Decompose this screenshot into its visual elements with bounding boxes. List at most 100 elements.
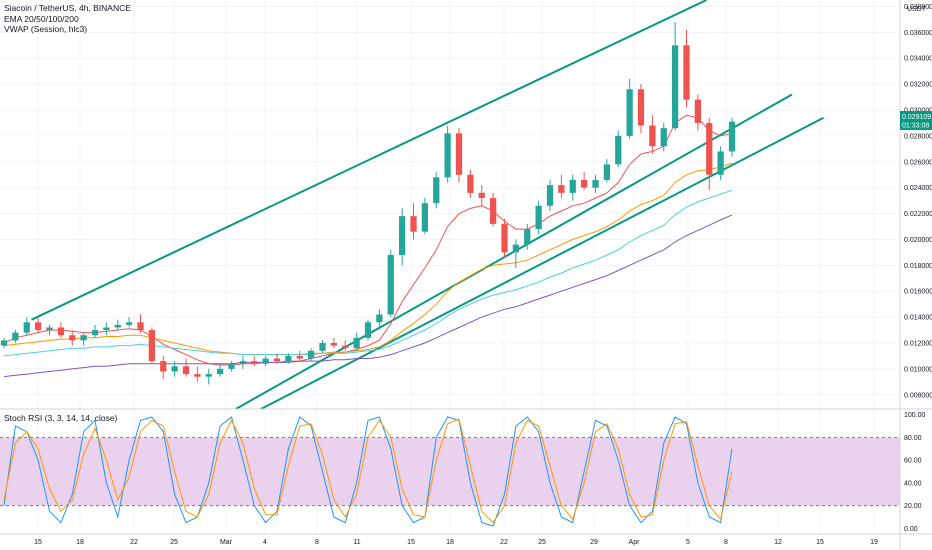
time-tick-label: 22 xyxy=(500,539,508,546)
stoch-lines xyxy=(3,416,733,527)
time-tick-label: 12 xyxy=(774,539,782,546)
stoch-axis[interactable]: 0.00 20.00 40.00 60.00 80.00 100.00 xyxy=(904,412,926,533)
candle-body xyxy=(251,361,258,364)
candle-body xyxy=(262,358,269,364)
price-tick-label: 0.034000 xyxy=(904,56,932,63)
candle-body xyxy=(387,254,394,315)
time-tick-label: 18 xyxy=(446,539,454,546)
stoch-tick-label: 20.00 xyxy=(904,503,922,510)
candle-body xyxy=(615,135,622,165)
candle-body xyxy=(603,164,611,180)
time-tick-label: 25 xyxy=(170,539,178,546)
candle-body xyxy=(80,335,87,341)
time-tick-label: 8 xyxy=(315,539,319,546)
legend-vwap[interactable]: VWAP (Session, hlc3) xyxy=(4,24,88,34)
candle-body xyxy=(353,337,360,349)
time-tick-label: 19 xyxy=(870,539,878,546)
time-tick-label: Mar xyxy=(220,539,233,546)
time-tick-label: 15 xyxy=(816,539,824,546)
candle-body xyxy=(285,355,292,362)
candle-body xyxy=(649,125,656,147)
stoch-tick-label: 40.00 xyxy=(904,480,922,487)
stoch-series-line xyxy=(3,418,733,524)
candle-body xyxy=(307,350,315,359)
candle-body xyxy=(728,121,736,152)
channel-line[interactable] xyxy=(31,0,707,321)
last-price-badge-bg xyxy=(900,111,932,130)
stoch-tick-label: 100.00 xyxy=(904,412,926,419)
time-tick-label: Apr xyxy=(629,539,641,546)
price-tick-label: 0.026000 xyxy=(904,159,932,166)
stoch-band xyxy=(0,436,900,507)
ema-series-line xyxy=(3,189,733,357)
stoch-tick-label: 60.00 xyxy=(904,458,922,465)
candle-body xyxy=(626,89,633,136)
candle-body xyxy=(23,322,30,333)
candle-body xyxy=(398,216,406,255)
candle-body xyxy=(342,345,349,349)
stoch-legend: Stoch RSI (3, 3, 14, 14, close) xyxy=(4,413,117,424)
candle-body xyxy=(455,133,463,175)
ema-series-line xyxy=(3,214,733,378)
channel-line[interactable] xyxy=(260,116,824,410)
candle-body xyxy=(137,322,144,331)
time-tick-label: 18 xyxy=(76,539,84,546)
candle-body xyxy=(683,45,690,100)
ema-series-line xyxy=(3,162,733,356)
candle-body xyxy=(546,185,554,206)
price-tick-label: 0.020000 xyxy=(904,237,932,244)
candles xyxy=(0,22,736,385)
price-tick-label: 0.016000 xyxy=(904,289,932,296)
candle-body xyxy=(125,322,133,325)
candle-body xyxy=(160,361,167,372)
candle-body xyxy=(512,244,520,253)
price-tick-label: 0.028000 xyxy=(904,133,932,140)
candle-body xyxy=(205,374,212,377)
time-tick-label: 25 xyxy=(538,539,546,546)
candle-body xyxy=(660,128,667,147)
candle-body xyxy=(148,330,156,362)
time-tick-label: 22 xyxy=(130,539,138,546)
candle-body xyxy=(319,342,326,351)
candle-body xyxy=(69,335,76,341)
legend-stoch[interactable]: Stoch RSI (3, 3, 14, 14, close) xyxy=(4,413,118,423)
stoch-series-line xyxy=(3,416,733,527)
candle-body xyxy=(592,179,599,188)
stoch-tick-label: 0.00 xyxy=(904,526,918,533)
candle-body xyxy=(0,340,8,346)
candle-body xyxy=(433,177,440,204)
last-price-badge: 0.029109 01:33:08 xyxy=(900,111,932,130)
price-tick-label: 0.018000 xyxy=(904,263,932,270)
candle-body xyxy=(524,229,531,245)
candle-body xyxy=(182,366,190,375)
price-tick-label: 0.024000 xyxy=(904,185,932,192)
candle-body xyxy=(216,368,224,375)
candle-body xyxy=(239,361,247,364)
legend-ema[interactable]: EMA 20/50/100/200 xyxy=(4,13,79,24)
ema-lines xyxy=(3,114,733,378)
time-tick-label: 29 xyxy=(590,539,598,546)
candle-body xyxy=(489,198,497,224)
candle-body xyxy=(273,358,281,362)
time-axis[interactable]: 15 18 22 25 Mar 4 8 11 15 18 22 25 29 Apr 5 8 12 15 19 xyxy=(34,539,878,546)
candle-body xyxy=(478,192,485,199)
price-tick-label: 0.010000 xyxy=(904,366,932,373)
last-price-value: 0.029109 xyxy=(902,114,931,121)
candle-body xyxy=(376,314,383,323)
time-tick-label: 15 xyxy=(407,539,415,546)
stoch-tick-label: 80.00 xyxy=(904,435,922,442)
candle-body xyxy=(194,374,201,377)
candle-body xyxy=(114,324,121,328)
price-tick-label: 0.032000 xyxy=(904,82,932,89)
candle-body xyxy=(569,179,576,193)
time-tick-label: 15 xyxy=(34,539,42,546)
time-tick-label: 4 xyxy=(263,539,267,546)
time-tick-label: 5 xyxy=(686,539,690,546)
legend-symbol-title[interactable]: Siacoin / TetherUS, 4h, BINANCE xyxy=(4,3,131,13)
candle-body xyxy=(34,322,42,331)
candle-body xyxy=(535,205,542,230)
price-tick-label: 0.008000 xyxy=(904,392,932,399)
candle-body xyxy=(46,327,53,331)
